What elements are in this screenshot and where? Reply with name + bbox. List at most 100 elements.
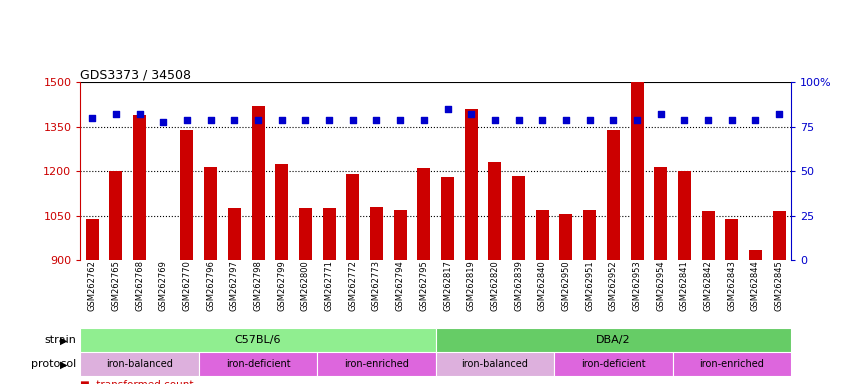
Text: iron-enriched: iron-enriched <box>700 359 764 369</box>
Text: GSM262771: GSM262771 <box>325 260 333 311</box>
Point <box>322 117 336 123</box>
Bar <box>678 171 691 260</box>
Text: GSM262796: GSM262796 <box>206 260 215 311</box>
Text: ■  transformed count: ■ transformed count <box>80 380 194 384</box>
Text: GSM262842: GSM262842 <box>704 260 712 311</box>
Point <box>275 117 288 123</box>
Bar <box>772 211 786 260</box>
Bar <box>370 207 383 260</box>
Point <box>464 111 478 118</box>
Bar <box>436 353 554 376</box>
Point <box>488 117 502 123</box>
Text: GSM262772: GSM262772 <box>349 260 357 311</box>
Bar <box>554 353 673 376</box>
Text: GSM262951: GSM262951 <box>585 260 594 311</box>
Point <box>157 118 170 124</box>
Point <box>393 117 407 123</box>
Bar <box>417 168 431 260</box>
Bar <box>299 208 312 260</box>
Bar <box>559 214 573 260</box>
Bar <box>80 353 199 376</box>
Point <box>536 117 549 123</box>
Text: GSM262952: GSM262952 <box>609 260 618 311</box>
Text: GSM262953: GSM262953 <box>633 260 641 311</box>
Point <box>654 111 667 118</box>
Bar <box>251 106 265 260</box>
Text: GSM262841: GSM262841 <box>680 260 689 311</box>
Text: iron-balanced: iron-balanced <box>461 359 529 369</box>
Point <box>228 117 241 123</box>
Bar <box>654 167 667 260</box>
Text: C57BL/6: C57BL/6 <box>235 336 281 346</box>
Bar <box>749 250 762 260</box>
Text: GSM262762: GSM262762 <box>88 260 96 311</box>
Text: strain: strain <box>44 336 76 346</box>
Bar <box>180 130 194 260</box>
Text: DBA/2: DBA/2 <box>596 336 630 346</box>
Bar <box>607 130 620 260</box>
Bar <box>317 353 436 376</box>
Text: GSM262950: GSM262950 <box>562 260 570 311</box>
Text: GSM262799: GSM262799 <box>277 260 286 311</box>
Bar <box>725 218 739 260</box>
Bar <box>583 210 596 260</box>
Point <box>204 117 217 123</box>
Point <box>370 117 383 123</box>
Bar <box>199 353 317 376</box>
Text: GSM262819: GSM262819 <box>467 260 475 311</box>
Point <box>749 117 762 123</box>
Text: GSM262800: GSM262800 <box>301 260 310 311</box>
Text: GSM262770: GSM262770 <box>183 260 191 311</box>
Bar <box>488 162 502 260</box>
Bar <box>464 109 478 260</box>
Point <box>583 117 596 123</box>
Text: GSM262798: GSM262798 <box>254 260 262 311</box>
Bar <box>133 115 146 260</box>
Bar <box>109 171 123 260</box>
Point <box>772 111 786 118</box>
Text: iron-balanced: iron-balanced <box>106 359 173 369</box>
Bar <box>673 353 791 376</box>
Point <box>559 117 573 123</box>
Point <box>725 117 739 123</box>
Text: GSM262954: GSM262954 <box>656 260 665 311</box>
Text: GSM262794: GSM262794 <box>396 260 404 311</box>
Bar <box>228 208 241 260</box>
Bar <box>393 210 407 260</box>
Point <box>630 117 644 123</box>
Text: ▶: ▶ <box>60 359 67 369</box>
Bar <box>322 208 336 260</box>
Bar <box>204 167 217 260</box>
Text: ▶: ▶ <box>60 336 67 346</box>
Text: GSM262797: GSM262797 <box>230 260 239 311</box>
Point <box>701 117 715 123</box>
Point <box>441 106 454 112</box>
Text: GSM262768: GSM262768 <box>135 260 144 311</box>
Text: GSM262769: GSM262769 <box>159 260 168 311</box>
Text: GSM262795: GSM262795 <box>420 260 428 311</box>
Bar <box>701 211 715 260</box>
Text: GSM262845: GSM262845 <box>775 260 783 311</box>
Text: GSM262839: GSM262839 <box>514 260 523 311</box>
Text: GSM262843: GSM262843 <box>728 260 736 311</box>
Bar <box>85 218 99 260</box>
Point <box>512 117 525 123</box>
Text: GSM262840: GSM262840 <box>538 260 547 311</box>
Point <box>346 117 360 123</box>
Text: GSM262773: GSM262773 <box>372 260 381 311</box>
Text: iron-deficient: iron-deficient <box>581 359 645 369</box>
Point <box>417 117 431 123</box>
Point <box>678 117 691 123</box>
Bar <box>275 164 288 260</box>
Bar <box>441 177 454 260</box>
Point <box>133 111 146 118</box>
Bar <box>346 174 360 260</box>
Text: iron-enriched: iron-enriched <box>344 359 409 369</box>
Text: GSM262817: GSM262817 <box>443 260 452 311</box>
Text: GSM262820: GSM262820 <box>491 260 499 311</box>
Bar <box>512 176 525 260</box>
Text: GSM262844: GSM262844 <box>751 260 760 311</box>
Text: GSM262765: GSM262765 <box>112 260 120 311</box>
Text: iron-deficient: iron-deficient <box>226 359 290 369</box>
Bar <box>630 83 644 260</box>
